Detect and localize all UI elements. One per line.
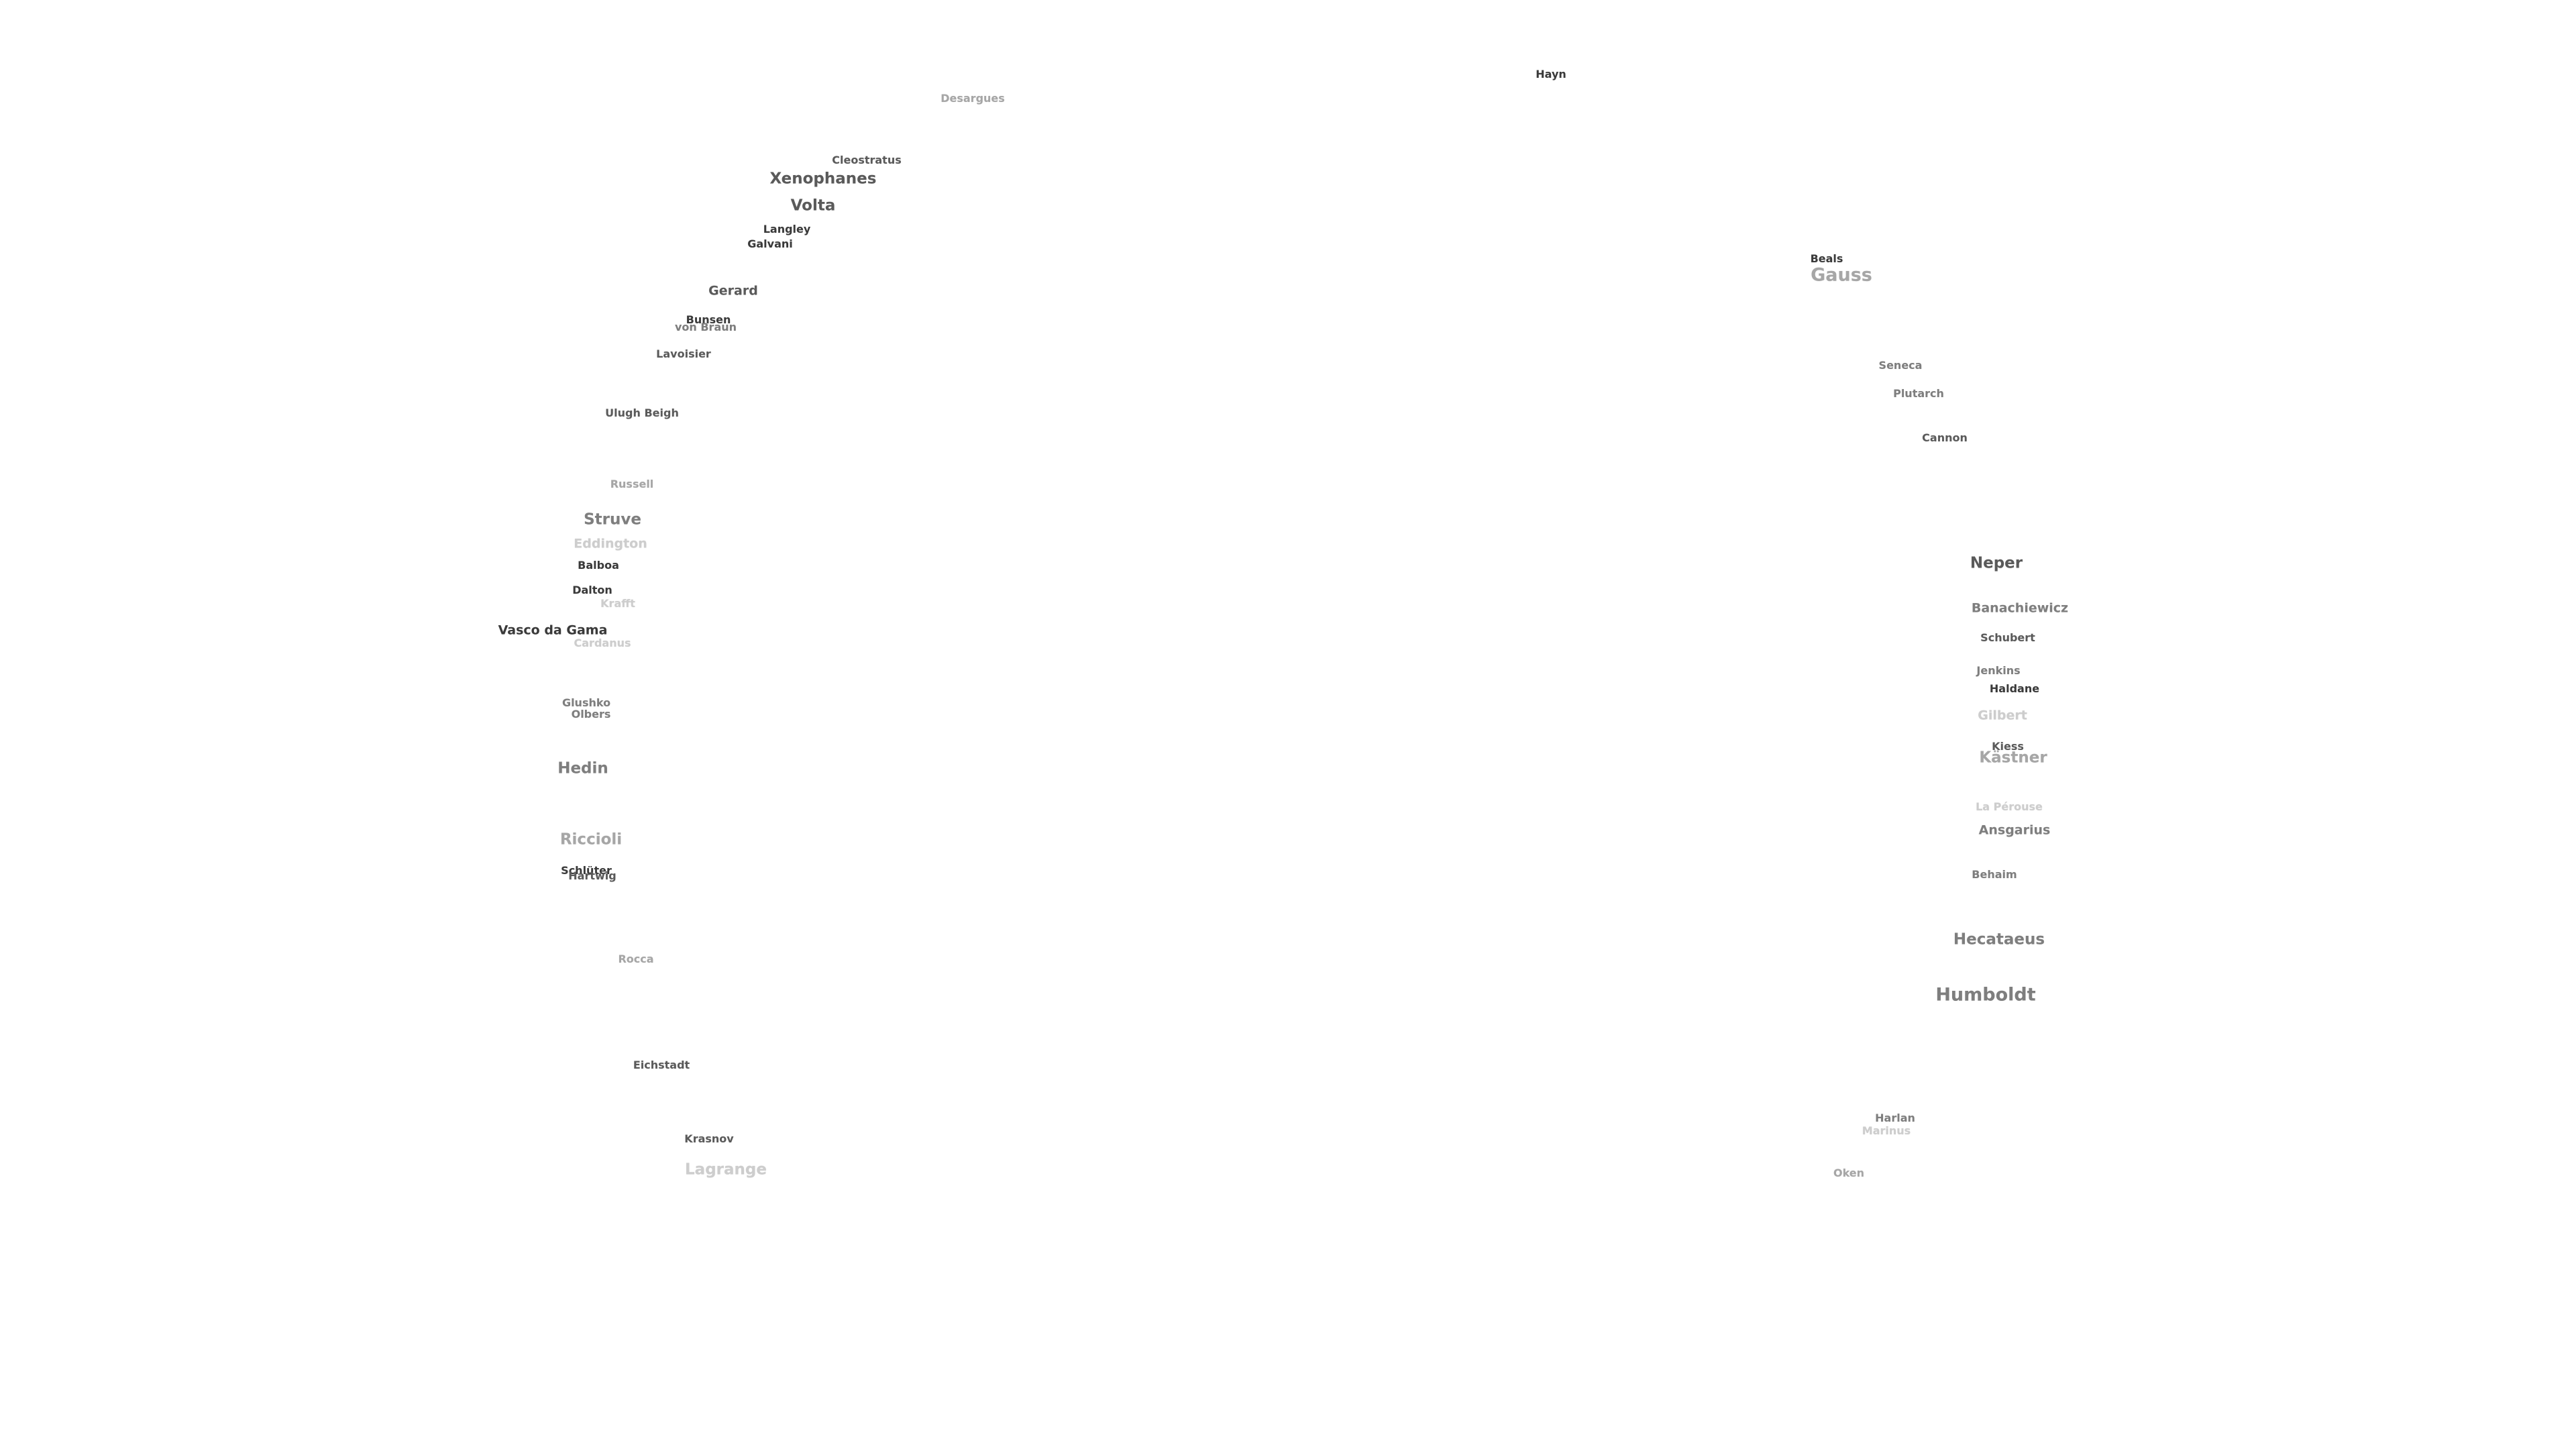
label-lagrange: Lagrange xyxy=(685,1161,767,1179)
label-gauss: Gauss xyxy=(1811,264,1872,286)
label-xenophanes: Xenophanes xyxy=(769,170,877,188)
label-eichstadt: Eichstadt xyxy=(633,1059,690,1071)
label-kastner: Kästner xyxy=(1979,749,2047,767)
label-behaim: Behaim xyxy=(1972,868,2017,881)
label-eddington: Eddington xyxy=(574,536,647,551)
label-bunsen: Bunsen xyxy=(686,313,731,326)
label-hayn: Hayn xyxy=(1536,68,1566,80)
label-oken: Oken xyxy=(1833,1167,1865,1179)
label-plutarch: Plutarch xyxy=(1893,387,1944,400)
label-olbers: Olbers xyxy=(571,708,611,720)
label-balboa: Balboa xyxy=(578,559,619,572)
label-lavoisier: Lavoisier xyxy=(656,347,711,360)
label-neper: Neper xyxy=(1970,554,2023,572)
label-humboldt: Humboldt xyxy=(1935,984,2036,1006)
label-seneca: Seneca xyxy=(1878,359,1923,372)
label-glushko: Glushko xyxy=(561,696,611,709)
label-cleostratus: Cleostratus xyxy=(832,154,902,166)
label-dalton: Dalton xyxy=(572,584,612,596)
label-jenkins: Jenkins xyxy=(1976,664,2021,677)
label-von-braun: von Braun xyxy=(674,321,737,333)
label-beals: Beals xyxy=(1810,252,1843,265)
label-la-perouse: La Pérouse xyxy=(1976,800,2043,813)
label-struve: Struve xyxy=(584,511,641,529)
label-gerard: Gerard xyxy=(708,283,758,299)
label-cannon: Cannon xyxy=(1922,431,1968,444)
label-haldane: Haldane xyxy=(1989,682,2040,695)
label-banachiewicz: Banachiewicz xyxy=(1971,600,2069,616)
label-hedin: Hedin xyxy=(557,759,608,777)
label-rocca: Rocca xyxy=(618,953,654,965)
label-cardanus: Cardanus xyxy=(574,637,631,649)
label-kiess: Kiess xyxy=(1992,740,2024,753)
label-galvani: Galvani xyxy=(747,237,793,250)
label-hartwig: Hartwig xyxy=(568,869,616,882)
label-ansgarius: Ansgarius xyxy=(1978,822,2051,838)
label-vasco-da-gama: Vasco da Gama xyxy=(498,623,608,638)
label-russell: Russell xyxy=(610,478,654,490)
label-langley: Langley xyxy=(763,223,811,235)
label-hecataeus: Hecataeus xyxy=(1953,930,2045,949)
label-gilbert: Gilbert xyxy=(1978,708,2027,723)
label-marinus: Marinus xyxy=(1862,1124,1911,1137)
label-riccioli: Riccioli xyxy=(559,830,623,849)
label-ulugh-beigh: Ulugh Beigh xyxy=(605,407,679,419)
label-schubert: Schubert xyxy=(1980,631,2035,644)
label-krasnov: Krasnov xyxy=(684,1132,734,1145)
label-volta: Volta xyxy=(790,197,836,215)
label-krafft: Krafft xyxy=(600,597,635,610)
label-harlan: Harlan xyxy=(1875,1112,1915,1124)
label-schluter: Schlüter xyxy=(561,864,612,877)
label-desargues: Desargues xyxy=(941,92,1005,105)
